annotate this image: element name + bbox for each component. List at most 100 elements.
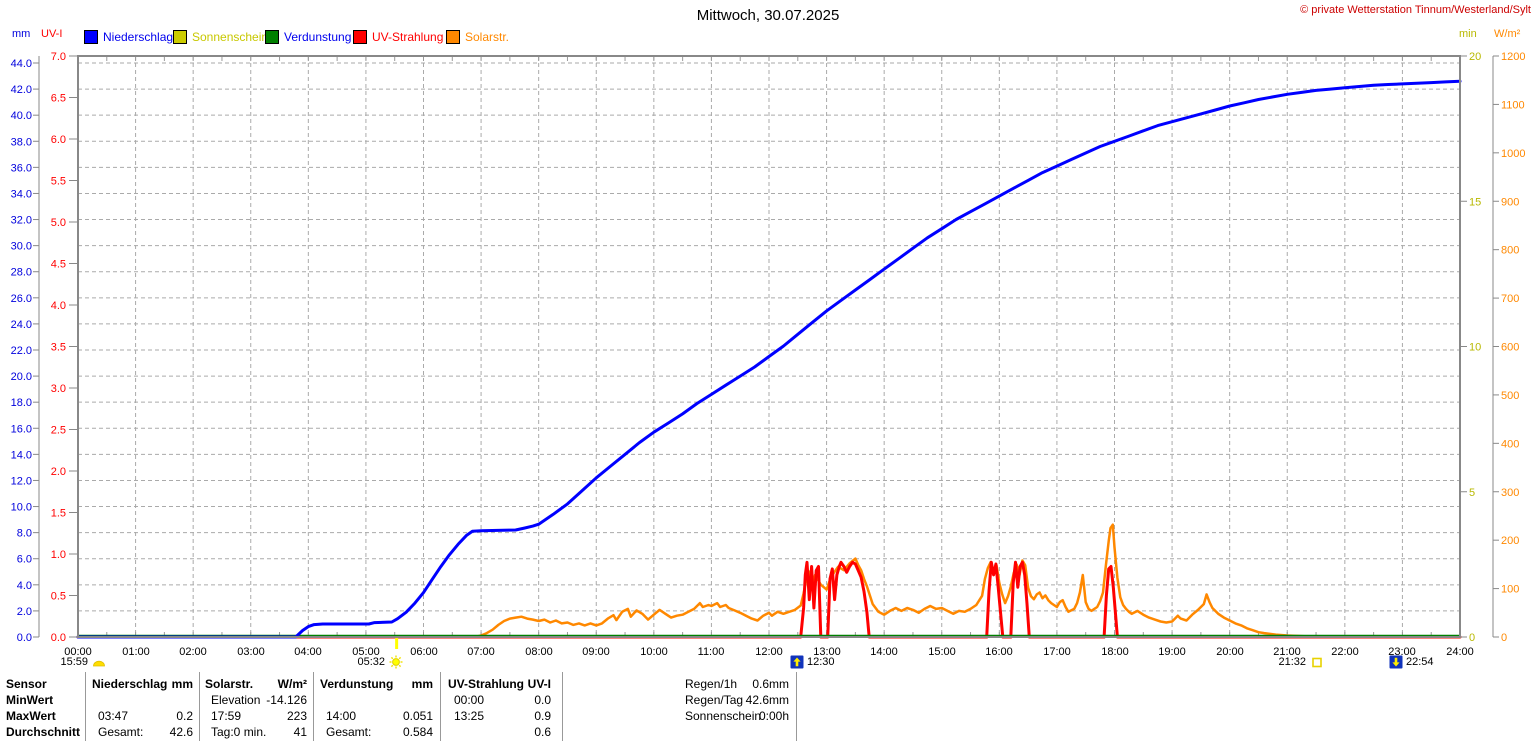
mm-tick-label: 36.0: [11, 162, 32, 174]
legend-label: Solarstr.: [465, 30, 510, 44]
info-label: Sonnenschein: [685, 709, 762, 723]
hour-label: 00:00: [64, 646, 92, 658]
table-col-header: Niederschlag: [92, 677, 168, 691]
legend-swatch-icon: [446, 30, 460, 44]
legend-label: Niederschlag: [103, 30, 174, 44]
legend-item-niederschlag: Niederschlag: [84, 30, 173, 44]
series-solarstr: [76, 523, 1462, 639]
mm-tick-label: 8.0: [17, 528, 32, 540]
hour-label: 12:00: [755, 646, 783, 658]
table-cell-value: -14.126: [266, 693, 307, 707]
legend-label: Verdunstung: [284, 30, 352, 44]
hour-label: 02:00: [179, 646, 207, 658]
sunset-icon: [1310, 655, 1324, 669]
min-tick-label: 0: [1469, 632, 1475, 644]
wm2-tick-label: 300: [1501, 487, 1519, 499]
marker-time-label: 12:30: [807, 656, 835, 668]
table-cell-value: 0.6: [534, 725, 551, 739]
hour-label: 11:00: [697, 646, 725, 658]
legend-swatch-icon: [353, 30, 367, 44]
uvi-tick-label: 1.0: [51, 549, 66, 561]
table-divider: [562, 672, 563, 741]
hour-label: 06:00: [410, 646, 438, 658]
table-cell-label: Elevation: [211, 693, 261, 707]
sun-icon: [389, 655, 403, 669]
table-col-header: Verdunstung: [320, 677, 394, 691]
table-cell-value: 42.6: [169, 725, 193, 739]
uvi-tick-label: 4.5: [51, 259, 66, 271]
legend-swatch-icon: [84, 30, 98, 44]
info-value: 0:00h: [758, 709, 789, 723]
hour-label: 13:00: [813, 646, 841, 658]
wm2-tick-label: 800: [1501, 245, 1519, 257]
mm-tick-label: 30.0: [11, 241, 32, 253]
table-cell-value: 41: [293, 725, 307, 739]
table-col-header: Solarstr.: [205, 677, 254, 691]
info-label: Regen/1h: [685, 677, 738, 691]
min-tick-label: 15: [1469, 196, 1481, 208]
table-divider: [796, 672, 797, 741]
hour-label: 14:00: [870, 646, 898, 658]
min-tick-label: 20: [1469, 51, 1481, 63]
table-row-header: MinWert: [6, 693, 54, 707]
marker-time-label: 21:32: [1278, 656, 1306, 668]
wm2-tick-label: 0: [1501, 632, 1507, 644]
uvi-tick-label: 7.0: [51, 51, 66, 63]
table-row-header: Sensor: [6, 677, 47, 691]
info-value: 42.6mm: [745, 693, 789, 707]
min-tick-label: 10: [1469, 342, 1481, 354]
table-cell-label: Gesamt:: [326, 725, 372, 739]
mm-tick-label: 28.0: [11, 267, 32, 279]
table-col-unit: W/m²: [277, 677, 307, 691]
hour-label: 23:00: [1388, 646, 1416, 658]
wm2-tick-label: 1000: [1501, 148, 1525, 160]
mm-tick-label: 16.0: [11, 423, 32, 435]
table-col-unit: mm: [411, 677, 433, 691]
wm2-tick-label: 200: [1501, 535, 1519, 547]
table-cell-value: 0.9: [534, 709, 551, 723]
table-cell-label: Gesamt:: [98, 725, 144, 739]
uvi-tick-label: 1.5: [51, 508, 66, 520]
mm-tick-label: 4.0: [17, 580, 32, 592]
table-cell-label: 00:00: [454, 693, 485, 707]
hour-label: 05:00: [352, 646, 380, 658]
wm2-tick-label: 900: [1501, 196, 1519, 208]
hour-label: 07:00: [467, 646, 495, 658]
page-title: Mittwoch, 30.07.2025: [696, 7, 840, 24]
uvi-tick-label: 5.0: [51, 217, 66, 229]
legend-item-verdunstung: Verdunstung: [265, 30, 351, 44]
hour-label: 09:00: [582, 646, 610, 658]
min-axis-title: min: [1459, 28, 1477, 40]
sunrise-axis-tick: [395, 638, 399, 649]
table-row-header: MaxWert: [6, 709, 56, 723]
moon-icon: [92, 655, 106, 669]
uvi-tick-label: 0.5: [51, 591, 66, 603]
hour-label: 04:00: [294, 646, 322, 658]
wm2-tick-label: 100: [1501, 584, 1519, 596]
table-cell-label: 13:25: [454, 709, 485, 723]
table-row-header: Durchschnitt: [6, 725, 81, 739]
mm-tick-label: 40.0: [11, 110, 32, 122]
legend-item-sonnenschein: Sonnenschein: [173, 30, 268, 44]
mm-tick-label: 20.0: [11, 371, 32, 383]
wm2-tick-label: 400: [1501, 438, 1519, 450]
uvi-tick-label: 2.0: [51, 466, 66, 478]
hour-label: 18:00: [1101, 646, 1129, 658]
mm-tick-label: 38.0: [11, 136, 32, 148]
table-divider: [313, 672, 314, 741]
legend-item-solarstr: Solarstr.: [446, 30, 509, 44]
table-col-unit: mm: [171, 677, 193, 691]
uvi-tick-label: 3.5: [51, 342, 66, 354]
mm-tick-label: 12.0: [11, 475, 32, 487]
table-cell-label: 17:59: [211, 709, 242, 723]
mm-tick-label: 44.0: [11, 58, 32, 70]
mm-tick-label: 26.0: [11, 293, 32, 305]
table-col-unit: UV-I: [527, 677, 551, 691]
hour-label: 22:00: [1331, 646, 1359, 658]
series-uvstrahlung: [76, 560, 1462, 639]
uvi-tick-label: 5.5: [51, 176, 66, 188]
legend-swatch-icon: [265, 30, 279, 44]
legend-label: UV-Strahlung: [372, 30, 444, 44]
legend-swatch-icon: [173, 30, 187, 44]
hour-label: 01:00: [122, 646, 150, 658]
